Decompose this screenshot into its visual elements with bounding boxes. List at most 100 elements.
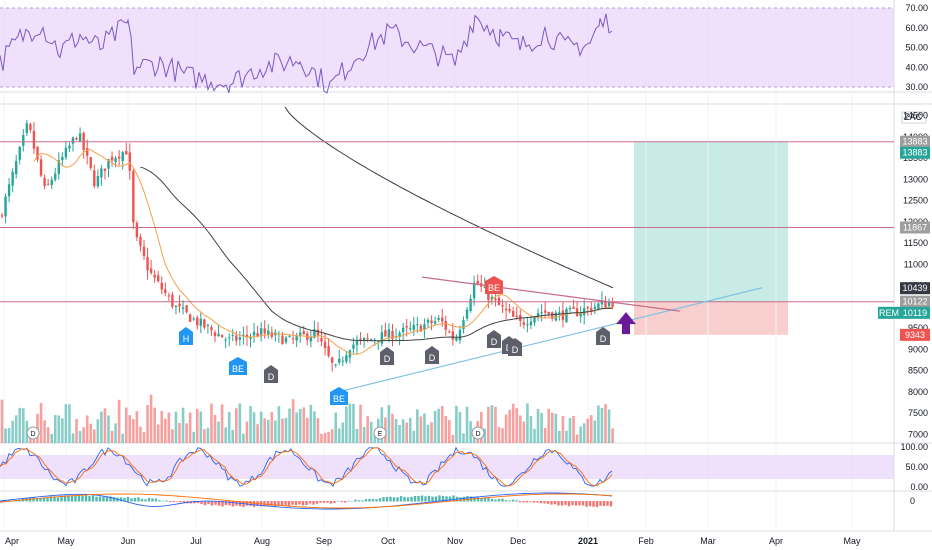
volume-bar bbox=[388, 405, 391, 443]
volume-bar bbox=[4, 429, 7, 443]
macd-histogram-bar bbox=[57, 497, 59, 501]
candle-body bbox=[239, 337, 241, 339]
price-tick-label: 7000 bbox=[908, 429, 928, 439]
volume-bar bbox=[586, 419, 589, 443]
price-tag-label: 9343 bbox=[905, 330, 925, 340]
macd-histogram-bar bbox=[333, 501, 335, 503]
volume-bar bbox=[359, 405, 362, 443]
profit-zone bbox=[634, 142, 788, 302]
candle-body bbox=[200, 319, 202, 326]
macd-histogram-bar bbox=[92, 495, 94, 501]
price-tag-label: 10119 bbox=[903, 308, 927, 318]
volume-bar bbox=[107, 415, 110, 443]
candle-body bbox=[317, 330, 319, 336]
price-tag-11867: 11867 bbox=[900, 221, 930, 233]
candle-body bbox=[526, 324, 528, 325]
volume-bar bbox=[288, 408, 291, 443]
volume-bar bbox=[86, 415, 89, 443]
macd-histogram-bar bbox=[165, 500, 167, 501]
candle-body bbox=[391, 331, 393, 339]
volume-bar bbox=[430, 422, 433, 443]
candle-body bbox=[366, 338, 368, 339]
candle-body bbox=[608, 302, 610, 306]
volume-bar bbox=[89, 424, 92, 443]
macd-histogram-bar bbox=[421, 496, 423, 502]
x-tick-label: Feb bbox=[638, 536, 654, 546]
volume-bar bbox=[334, 413, 337, 443]
volume-bar bbox=[576, 434, 579, 443]
candle-body bbox=[352, 345, 354, 349]
candle-body bbox=[104, 168, 106, 170]
volume-bar bbox=[366, 416, 369, 443]
rsi-tick-label: 60.00 bbox=[905, 23, 928, 33]
macd-histogram-bar bbox=[379, 498, 381, 501]
candle-body bbox=[136, 223, 138, 237]
candle-body bbox=[161, 283, 163, 290]
volume-bar bbox=[441, 406, 444, 443]
volume-bar bbox=[15, 415, 18, 443]
candle-body bbox=[413, 325, 415, 330]
volume-bar bbox=[50, 434, 53, 443]
candle-body bbox=[537, 313, 539, 316]
candle-body bbox=[295, 336, 297, 340]
macd-histogram-bar bbox=[340, 501, 342, 502]
candle-body bbox=[214, 332, 216, 336]
x-tick-label: Nov bbox=[447, 536, 464, 546]
candle-body bbox=[338, 359, 340, 363]
macd-histogram-bar bbox=[102, 497, 104, 502]
candle-body bbox=[445, 321, 447, 330]
macd-histogram-bar bbox=[519, 501, 521, 502]
volume-bar bbox=[611, 428, 614, 443]
volume-bar bbox=[533, 429, 536, 443]
candle-body bbox=[132, 171, 134, 222]
marker-label: D bbox=[268, 372, 275, 382]
volume-bar bbox=[18, 408, 21, 443]
candle-body bbox=[288, 336, 290, 337]
volume-bar bbox=[505, 414, 508, 443]
price-tag-label: 10122 bbox=[902, 297, 927, 307]
volume-bar bbox=[356, 429, 359, 443]
candle-body bbox=[65, 148, 67, 158]
x-tick-label: May bbox=[843, 536, 861, 546]
candle-body bbox=[345, 355, 347, 361]
rsi-band bbox=[0, 8, 894, 87]
x-tick-label: Apr bbox=[5, 536, 19, 546]
candle-body bbox=[33, 131, 35, 149]
candle-body bbox=[356, 341, 358, 345]
volume-bar bbox=[501, 428, 504, 443]
volume-bar bbox=[246, 421, 249, 443]
volume-bar bbox=[54, 415, 57, 443]
volume-bar bbox=[395, 419, 398, 443]
candle-body bbox=[26, 123, 28, 133]
volume-bar bbox=[604, 404, 607, 443]
volume-bar bbox=[494, 407, 497, 443]
volume-bar bbox=[402, 419, 405, 443]
macd-histogram-bar bbox=[253, 501, 255, 507]
candle-body bbox=[303, 331, 305, 334]
volume-bar bbox=[182, 408, 185, 443]
macd-histogram-bar bbox=[372, 499, 374, 501]
macd-histogram-bar bbox=[589, 501, 591, 506]
macd-histogram-bar bbox=[85, 495, 87, 501]
volume-bar bbox=[466, 407, 469, 443]
candle-body bbox=[505, 309, 507, 310]
candle-body bbox=[324, 342, 326, 348]
macd-histogram-bar bbox=[81, 496, 83, 502]
candle-body bbox=[565, 309, 567, 322]
volume-bar bbox=[526, 403, 529, 443]
candle-body bbox=[516, 316, 518, 317]
macd-tick-label: 0 bbox=[910, 496, 915, 506]
candle-body bbox=[54, 174, 56, 180]
volume-bar bbox=[487, 407, 490, 443]
macd-histogram-bar bbox=[176, 501, 178, 502]
macd-histogram-bar bbox=[480, 498, 482, 501]
macd-histogram-bar bbox=[508, 500, 510, 501]
candle-body bbox=[111, 157, 113, 161]
volume-bar bbox=[1, 400, 4, 443]
candle-body bbox=[434, 321, 436, 323]
macd-histogram-bar bbox=[407, 497, 409, 501]
macd-histogram-bar bbox=[459, 497, 461, 501]
candle-body bbox=[97, 176, 99, 186]
macd-histogram-bar bbox=[550, 501, 552, 505]
macd-histogram-bar bbox=[417, 496, 419, 502]
